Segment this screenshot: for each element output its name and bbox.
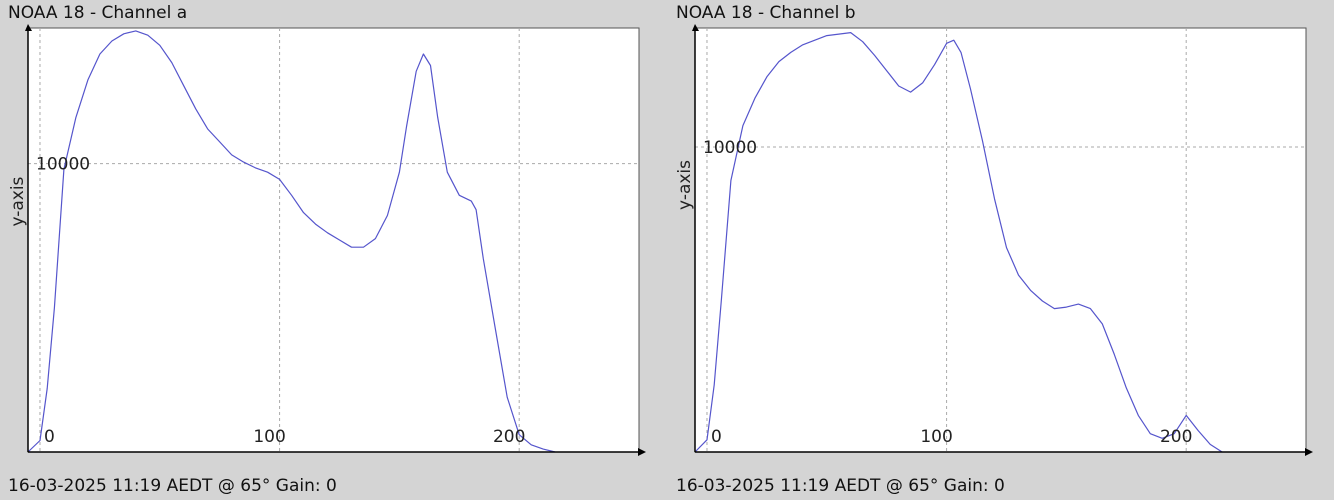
chart-a-footer: 16-03-2025 11:19 AEDT @ 65° Gain: 0 <box>8 476 337 496</box>
chart-b-xtick-label-0: 0 <box>711 427 722 447</box>
chart-b-y-axis-arrow <box>692 24 699 31</box>
chart-a-xtick-label-1: 100 <box>253 427 285 447</box>
chart-b-xtick-label-2: 200 <box>1160 427 1192 447</box>
chart-b-x-axis-arrow <box>1305 448 1313 456</box>
chart-b-title: NOAA 18 - Channel b <box>676 3 856 23</box>
chart-a-series-line-0 <box>27 30 556 453</box>
chart-b-footer: 16-03-2025 11:19 AEDT @ 65° Gain: 0 <box>676 476 1005 496</box>
chart-b-plot-area <box>694 27 1307 453</box>
chart-b-series-line-0 <box>694 31 1223 453</box>
chart-b-xtick-label-1: 100 <box>920 427 952 447</box>
chart-a-y-axis-arrow <box>25 24 32 31</box>
chart-a-ytick-label-0: 10000 <box>36 155 90 175</box>
chart-a-title: NOAA 18 - Channel a <box>8 3 188 23</box>
chart-b-ylabel: y-axis <box>675 160 695 210</box>
chart-a: 0 100 200 10000 y-axis <box>8 24 646 456</box>
chart-a-xtick-label-0: 0 <box>44 427 55 447</box>
chart-a-ylabel: y-axis <box>8 176 28 226</box>
chart-b-ytick-label-0: 10000 <box>703 138 757 158</box>
chart-a-x-axis-arrow <box>638 448 646 456</box>
chart-b: 0 100 200 10000 y-axis <box>675 24 1313 456</box>
chart-a-xtick-label-2: 200 <box>493 427 525 447</box>
chart-a-plot-area <box>27 27 640 453</box>
